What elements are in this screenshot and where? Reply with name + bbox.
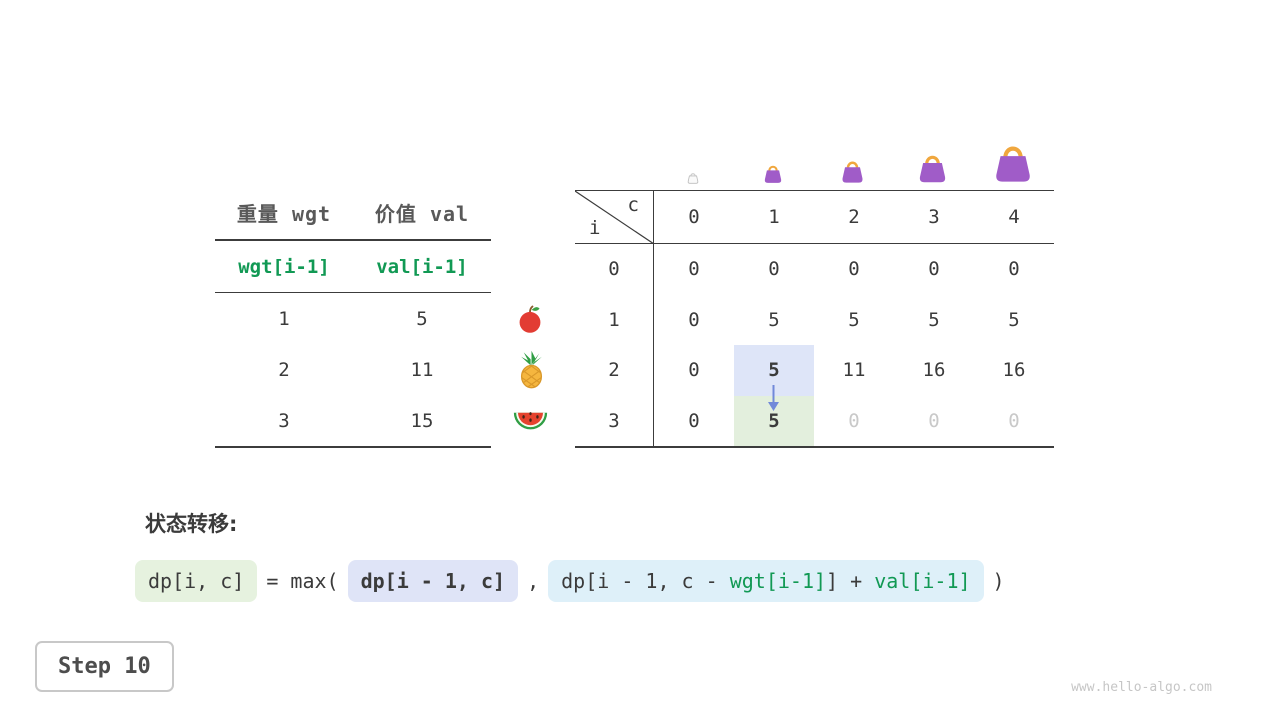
bag-icon-small: [764, 165, 782, 183]
dp-cell: 5: [1008, 308, 1020, 331]
dp-cell: 0: [688, 409, 700, 432]
dp-cell: 16: [1002, 359, 1026, 382]
dp-cell: 5: [928, 308, 940, 331]
dp-cell: 11: [842, 359, 866, 382]
formula-take-part-dp: dp[i - 1, c -: [561, 569, 730, 593]
formula-take-part-val: val[i-1]: [874, 569, 971, 593]
weight-cell: 2: [278, 358, 290, 381]
bag-icon-medium: [842, 161, 863, 183]
weight-cell: 1: [278, 307, 290, 330]
dp-col-header: 2: [814, 191, 894, 244]
subheader-wgt: wgt[i-1]: [238, 255, 330, 278]
dp-cell: 0: [848, 258, 860, 281]
dp-cell: 0: [1008, 409, 1020, 432]
formula-close-paren: ): [992, 569, 1005, 593]
formula-comma: ,: [527, 569, 540, 593]
weight-cell: 3: [278, 409, 290, 432]
transition-arrow-icon: [768, 385, 779, 411]
dp-cell: 0: [688, 359, 700, 382]
col-header-weight: 重量 wgt: [236, 202, 332, 226]
bag-icon-empty: [687, 173, 699, 184]
subheader-val: val[i-1]: [376, 255, 468, 278]
transition-formula: dp[i, c] = max( dp[i - 1, c] , dp[i - 1,…: [135, 560, 1014, 602]
apple-icon: [519, 305, 541, 333]
dp-col-header: 0: [654, 191, 734, 244]
formula-equals-max: = max(: [266, 569, 339, 593]
dp-row-header: 2: [575, 345, 654, 396]
dp-col-header: 4: [974, 191, 1054, 244]
table-row: 3 15: [215, 395, 491, 446]
table-row: 2 11: [215, 344, 491, 395]
dp-corner-cell: c i: [575, 191, 654, 244]
formula-option-take: dp[i - 1, c - wgt[i-1]] + val[i-1]: [548, 560, 984, 602]
dp-cell: 0: [688, 258, 700, 281]
dp-col-header: 1: [734, 191, 814, 244]
weight-value-header-row: 重量 wgt 价值 val: [215, 186, 491, 241]
dp-cell: 0: [768, 258, 780, 281]
dp-cell: 16: [922, 359, 946, 382]
col-header-value: 价值 val: [374, 202, 470, 226]
step-badge: Step 10: [35, 641, 174, 692]
value-cell: 15: [410, 409, 434, 432]
pineapple-icon: [520, 350, 543, 389]
dp-cell: 5: [848, 308, 860, 331]
formula-take-part-plus: ] +: [826, 569, 875, 593]
formula-dp-current: dp[i, c]: [135, 560, 258, 602]
dp-row-header: 0: [575, 244, 654, 295]
formula-option-skip: dp[i - 1, c]: [347, 560, 519, 602]
watermark: www.hello-algo.com: [1071, 680, 1212, 695]
corner-diagonal-line: [575, 191, 654, 244]
formula-take-part-wgt: wgt[i-1]: [729, 569, 827, 593]
corner-col-label: c: [627, 194, 639, 216]
value-cell: 5: [416, 307, 428, 330]
dp-cell: 0: [928, 409, 940, 432]
watermelon-icon: [513, 412, 548, 430]
dp-cell: 5: [768, 308, 780, 331]
weight-value-subheader-row: wgt[i-1] val[i-1]: [215, 241, 491, 293]
dp-table: c i 0 1 2 3 4 0 0 0 0 0 0 1 0 5 5 5 5 2 …: [575, 190, 1054, 448]
bag-icon-xlarge: [996, 146, 1030, 182]
dp-col-header: 3: [894, 191, 974, 244]
bag-icon-large: [919, 155, 946, 183]
dp-cell: 0: [848, 409, 860, 432]
dp-cell: 0: [688, 308, 700, 331]
weight-value-table: 重量 wgt 价值 val wgt[i-1] val[i-1] 1 5 2 11…: [215, 186, 491, 448]
dp-cell: 0: [928, 258, 940, 281]
dp-cell: 0: [1008, 258, 1020, 281]
dp-row-header: 1: [575, 294, 654, 345]
value-cell: 11: [410, 358, 434, 381]
transition-label: 状态转移:: [145, 512, 238, 536]
step-label: Step 10: [58, 654, 151, 679]
corner-row-label: i: [589, 217, 601, 239]
dp-row-header: 3: [575, 395, 654, 446]
table-row: 1 5: [215, 293, 491, 344]
